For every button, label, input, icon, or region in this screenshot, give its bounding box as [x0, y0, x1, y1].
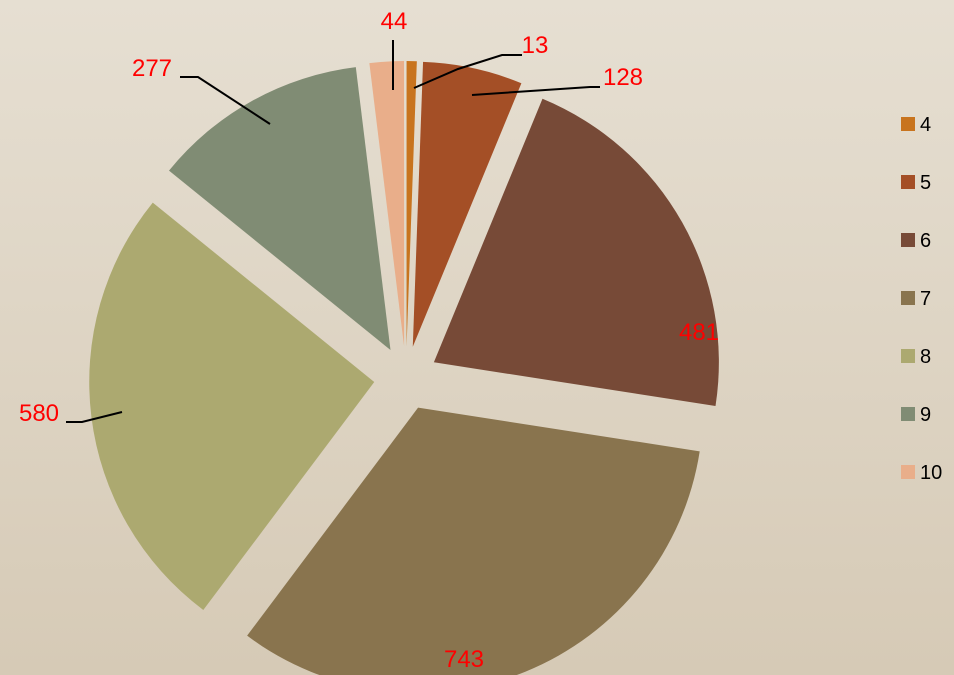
- pie-slice-9: [169, 67, 391, 351]
- legend-swatch-4: [901, 117, 915, 131]
- pie-slices: [89, 61, 719, 675]
- data-label-4: 13: [522, 32, 549, 59]
- pie-slice-6: [433, 98, 719, 406]
- legend-label-8: 8: [920, 346, 931, 368]
- data-label-6: 481: [679, 319, 719, 346]
- legend-label-4: 4: [920, 114, 931, 136]
- data-label-5: 128: [603, 64, 643, 91]
- legend-swatch-5: [901, 175, 915, 189]
- pie-slice-4: [406, 61, 417, 347]
- data-label-7: 743: [444, 646, 484, 673]
- pie-slice-5: [412, 61, 522, 347]
- legend-label-10: 10: [920, 462, 942, 484]
- legend-swatch-8: [901, 349, 915, 363]
- legend-label-9: 9: [920, 404, 931, 426]
- data-label-9: 277: [132, 55, 172, 82]
- pie-slice-8: [89, 202, 375, 610]
- leader-line-9: [180, 76, 271, 125]
- legend-label-7: 7: [920, 288, 931, 310]
- leader-line-4: [413, 54, 522, 89]
- pie-slice-10: [369, 61, 405, 347]
- legend-swatch-10: [901, 465, 915, 479]
- legend-label-5: 5: [920, 172, 931, 194]
- leader-line-5: [471, 86, 600, 96]
- legend-swatch-6: [901, 233, 915, 247]
- legend-label-6: 6: [920, 230, 931, 252]
- legend-swatch-7: [901, 291, 915, 305]
- leader-line-8: [66, 411, 123, 423]
- pie-slice-7: [247, 407, 700, 675]
- data-labels: 13 128 481 743 580 277 44: [19, 8, 719, 673]
- leader-lines: [66, 40, 600, 423]
- legend-swatch-9: [901, 407, 915, 421]
- legend: 4 5 6 7 8 9 10: [901, 114, 942, 484]
- data-label-8: 580: [19, 400, 59, 427]
- data-label-10: 44: [381, 8, 408, 35]
